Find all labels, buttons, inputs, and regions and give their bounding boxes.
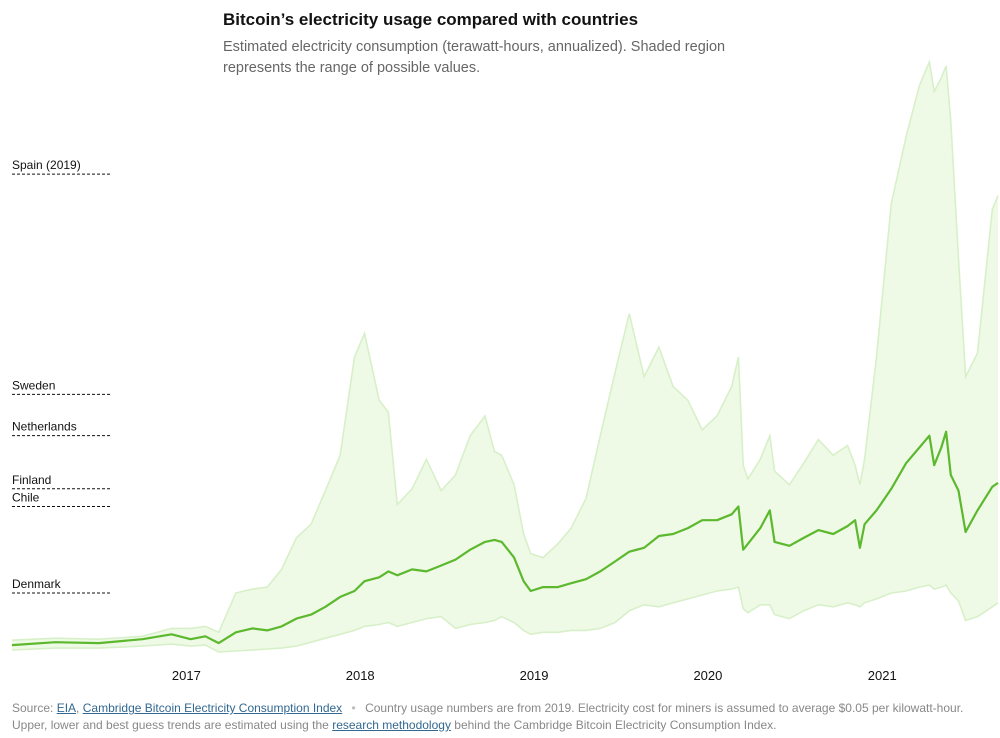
cambridge-index-link[interactable]: Cambridge Bitcoin Electricity Consumptio… <box>82 701 343 715</box>
source-prefix: Source: <box>12 701 54 715</box>
x-tick-2019: 2019 <box>520 668 549 683</box>
best-guess-line <box>11 430 999 647</box>
x-tick-2017: 2017 <box>172 668 201 683</box>
reference-label-finland: Finland <box>12 473 51 487</box>
country-reference-layer: Spain (2019) Sweden Netherlands Finland Chil… <box>12 158 110 594</box>
lower-bound-line <box>11 584 999 653</box>
reference-label-denmark: Denmark <box>12 577 62 591</box>
x-tick-2020: 2020 <box>693 668 722 683</box>
footer-note-part1: Country usage numbers are from 2019. Ele… <box>12 701 964 732</box>
reference-label-chile: Chile <box>12 490 40 504</box>
reference-label-netherlands: Netherlands <box>12 420 77 434</box>
research-methodology-link[interactable]: research methodology <box>332 718 451 732</box>
reference-label-spain-2019: Spain (2019) <box>12 158 81 172</box>
chart-subtitle: Estimated electricity consumption (teraw… <box>223 39 726 76</box>
source-comma: , <box>76 701 80 715</box>
footer-note-part2: behind the Cambridge Bitcoin Electricity… <box>454 718 777 732</box>
upper-bound-line <box>11 59 999 641</box>
x-tick-2021: 2021 <box>868 668 897 683</box>
eia-link[interactable]: EIA <box>56 701 77 715</box>
bullet-separator: • <box>351 701 356 715</box>
source-footer: Source: EIA, Cambridge Bitcoin Electrici… <box>12 700 987 734</box>
range-band-layer <box>11 59 999 653</box>
reference-label-sweden: Sweden <box>12 378 55 392</box>
x-tick-2018: 2018 <box>346 668 375 683</box>
best-guess-line-layer <box>11 430 999 647</box>
x-axis: 2017 2018 2019 2020 2021 <box>172 668 897 683</box>
chart-title: Bitcoin’s electricity usage compared wit… <box>223 10 639 29</box>
range-band <box>12 62 998 652</box>
